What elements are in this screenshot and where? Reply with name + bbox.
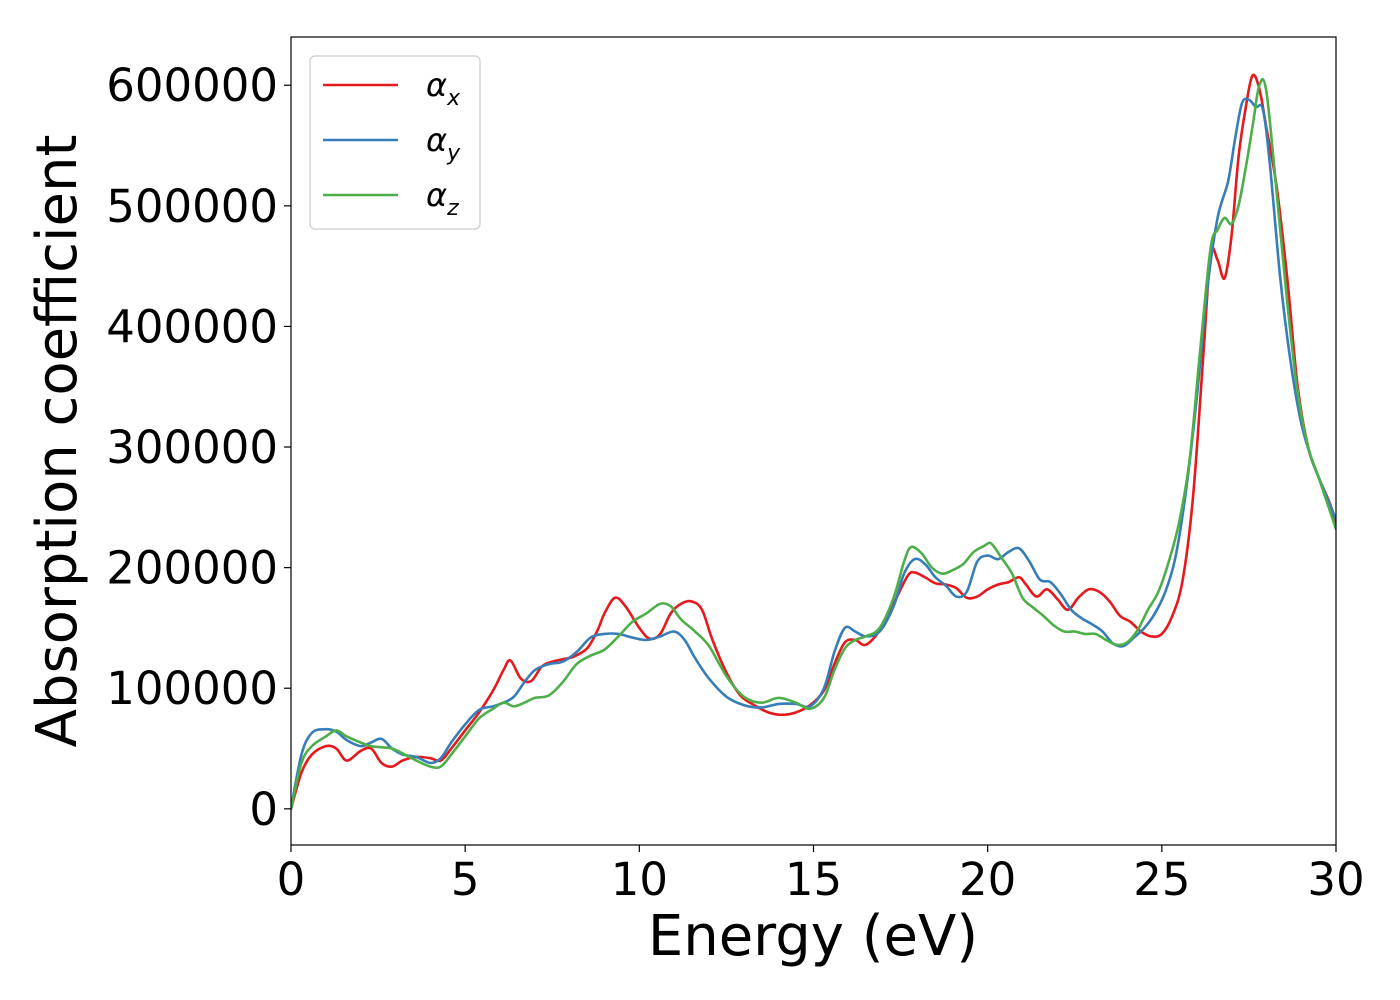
series-line-z [291, 77, 1336, 811]
y-tick-label: 500000 [106, 180, 278, 233]
series-line-x [291, 73, 1336, 811]
y-tick-label: 300000 [106, 421, 278, 474]
y-axis-title: Absorption coefficient [25, 135, 90, 748]
y-tick-label: 600000 [106, 59, 278, 112]
y-axis-ticks: 0 100000 200000 300000 400000 500000 600000 [106, 59, 291, 836]
y-tick-label: 200000 [106, 542, 278, 595]
y-tick-label: 400000 [106, 300, 278, 353]
x-tick-label: 5 [451, 853, 480, 906]
x-axis-title: Energy (eV) [648, 904, 978, 969]
x-tick-label: 25 [1133, 853, 1190, 906]
series-lines [291, 73, 1336, 811]
x-tick-label: 30 [1307, 853, 1364, 906]
x-tick-label: 0 [277, 853, 306, 906]
x-tick-label: 20 [959, 853, 1016, 906]
legend-label-x: αx [426, 66, 461, 111]
x-tick-label: 10 [611, 853, 668, 906]
x-axis-ticks: 0 5 10 15 20 25 30 [277, 845, 1365, 906]
y-tick-label: 100000 [106, 662, 278, 715]
legend-label-y: αy [426, 121, 461, 166]
x-tick-label: 15 [785, 853, 842, 906]
y-tick-label: 0 [249, 783, 278, 836]
legend: αx αy αz [309, 55, 481, 230]
legend-box [309, 55, 481, 230]
legend-label-z: αz [426, 176, 459, 221]
